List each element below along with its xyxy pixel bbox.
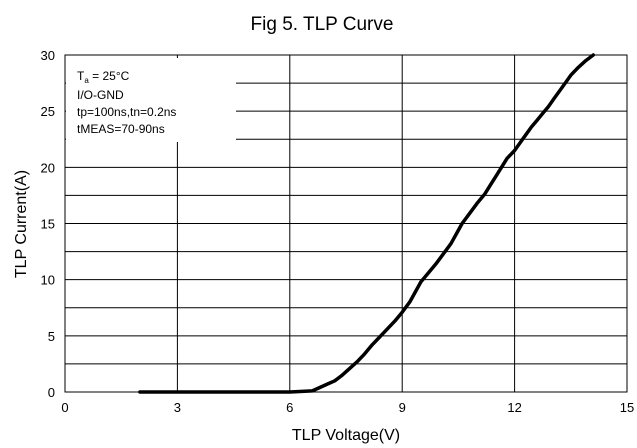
x-tick-label: 15 bbox=[620, 400, 634, 415]
series-layer bbox=[138, 53, 596, 394]
y-tick-label: 15 bbox=[41, 217, 55, 232]
y-tick-labels: 0 5 10 15 20 25 30 bbox=[41, 48, 55, 400]
x-tick-label: 3 bbox=[174, 400, 181, 415]
annotation-line-pins: I/O-GND bbox=[77, 88, 124, 102]
plot-border bbox=[64, 54, 628, 393]
y-tick-label: 30 bbox=[41, 48, 55, 63]
x-tick-label: 9 bbox=[399, 400, 406, 415]
annotation-temp-value: = 25°C bbox=[89, 69, 130, 83]
y-axis-label: TLP Current(A) bbox=[13, 170, 30, 278]
chart-title: Fig 5. TLP Curve bbox=[251, 14, 394, 35]
x-tick-label: 0 bbox=[61, 400, 68, 415]
x-tick-labels: 0 3 6 9 12 15 bbox=[61, 400, 634, 415]
annotation-line-temperature: Ta = 25°C bbox=[77, 69, 130, 85]
annotation-temp-subscript: a bbox=[84, 76, 89, 85]
y-tick-label: 25 bbox=[41, 104, 55, 119]
x-axis-label: TLP Voltage(V) bbox=[292, 427, 400, 444]
x-tick-label: 6 bbox=[286, 400, 293, 415]
y-tick-label: 20 bbox=[41, 160, 55, 175]
x-tick-label: 12 bbox=[507, 400, 521, 415]
conditions-annotation: Ta = 25°C I/O-GND tp=100ns,tn=0.2ns tMEA… bbox=[66, 58, 236, 142]
annotation-line-pulse: tp=100ns,tn=0.2ns bbox=[77, 105, 176, 119]
y-tick-label: 0 bbox=[48, 385, 55, 400]
annotation-background bbox=[66, 58, 236, 142]
y-tick-label: 5 bbox=[48, 329, 55, 344]
annotation-line-measure: tMEAS=70-90ns bbox=[77, 122, 165, 136]
y-tick-label: 10 bbox=[41, 273, 55, 288]
annotation-temp-symbol: T bbox=[77, 69, 85, 83]
tlp-curve-line bbox=[138, 53, 596, 394]
